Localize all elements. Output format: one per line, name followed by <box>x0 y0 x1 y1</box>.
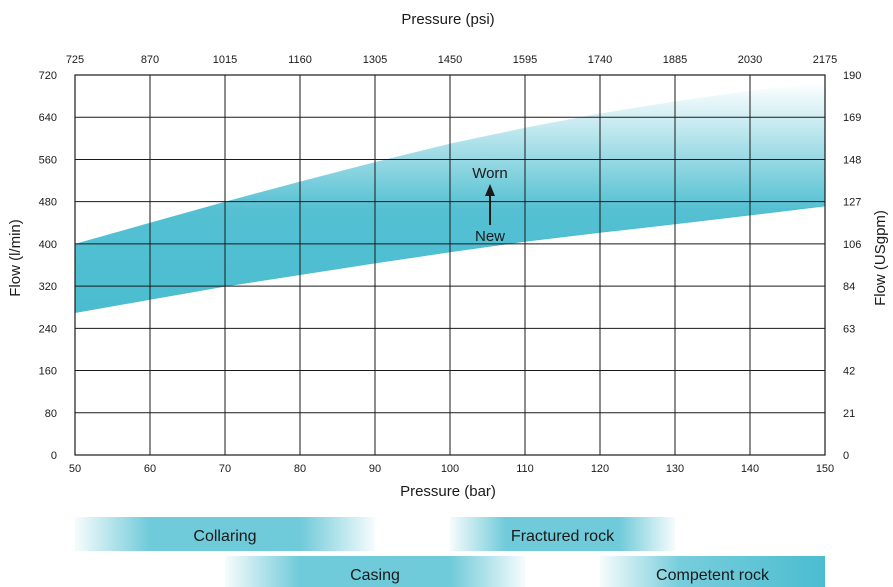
y2-tick-label: 127 <box>843 197 861 209</box>
y-tick-label: 80 <box>45 408 57 420</box>
y-tick-label: 320 <box>39 281 57 293</box>
x2-tick-label: 2030 <box>738 54 762 66</box>
wear-arrow-head <box>485 184 495 196</box>
y2-tick-label: 148 <box>843 154 861 166</box>
application-bar <box>225 556 525 587</box>
y-tick-label: 240 <box>39 323 57 335</box>
x2-tick-label: 1740 <box>588 54 612 66</box>
y2-tick-label: 42 <box>843 366 855 378</box>
y-axis-title: Flow (l/min) <box>7 219 24 297</box>
x-tick-label: 100 <box>441 463 459 475</box>
y-tick-label: 720 <box>39 70 57 82</box>
x-tick-label: 140 <box>741 463 759 475</box>
x2-tick-label: 1595 <box>513 54 537 66</box>
x-tick-label: 110 <box>516 463 534 475</box>
x2-tick-label: 1015 <box>213 54 237 66</box>
y2-tick-label: 106 <box>843 239 861 251</box>
y2-tick-label: 190 <box>843 70 861 82</box>
y-tick-label: 640 <box>39 112 57 124</box>
x-tick-label: 60 <box>144 463 156 475</box>
y2-tick-label: 63 <box>843 323 855 335</box>
y-tick-label: 0 <box>51 450 57 462</box>
y-tick-label: 160 <box>39 366 57 378</box>
y2-tick-label: 84 <box>843 281 855 293</box>
y2-tick-label: 21 <box>843 408 855 420</box>
x2-tick-label: 870 <box>141 54 159 66</box>
new-label: New <box>475 228 505 245</box>
wear-annotation: Worn New <box>472 165 508 245</box>
y2-tick-label: 169 <box>843 112 861 124</box>
y-tick-label: 560 <box>39 154 57 166</box>
application-label: Collaring <box>193 528 256 545</box>
worn-label: Worn <box>472 165 508 182</box>
x2-axis-title: Pressure (psi) <box>401 11 494 28</box>
x-axis-title: Pressure (bar) <box>400 483 496 500</box>
plot-border <box>74 74 826 456</box>
application-bar <box>75 517 375 551</box>
tick-labels: 50 60 70 80 90 100 110 120 130 140 150 725 870 1015 11… <box>39 54 862 475</box>
application-label: Fractured rock <box>511 528 615 545</box>
y2-tick-label: 0 <box>843 450 849 462</box>
x2-tick-label: 1885 <box>663 54 687 66</box>
y-tick-label: 400 <box>39 239 57 251</box>
x-tick-label: 90 <box>369 463 381 475</box>
x2-tick-label: 2175 <box>813 54 837 66</box>
x-tick-label: 70 <box>219 463 231 475</box>
x-tick-label: 80 <box>294 463 306 475</box>
y-tick-label: 480 <box>39 197 57 209</box>
application-bar <box>450 517 675 551</box>
x2-tick-label: 725 <box>66 54 84 66</box>
x2-tick-label: 1450 <box>438 54 462 66</box>
x2-tick-label: 1305 <box>363 54 387 66</box>
application-ranges: Collaring Fractured rock Casing Competent r… <box>75 517 825 587</box>
x-tick-label: 150 <box>816 463 834 475</box>
plot-frame <box>74 74 826 456</box>
x2-tick-label: 1160 <box>288 54 312 66</box>
x-tick-label: 130 <box>666 463 684 475</box>
application-label: Casing <box>350 567 400 584</box>
application-bar <box>600 556 825 587</box>
x-tick-label: 50 <box>69 463 81 475</box>
x-tick-label: 120 <box>591 463 609 475</box>
application-label: Competent rock <box>656 567 770 584</box>
y2-axis-title: Flow (USgpm) <box>872 210 889 306</box>
